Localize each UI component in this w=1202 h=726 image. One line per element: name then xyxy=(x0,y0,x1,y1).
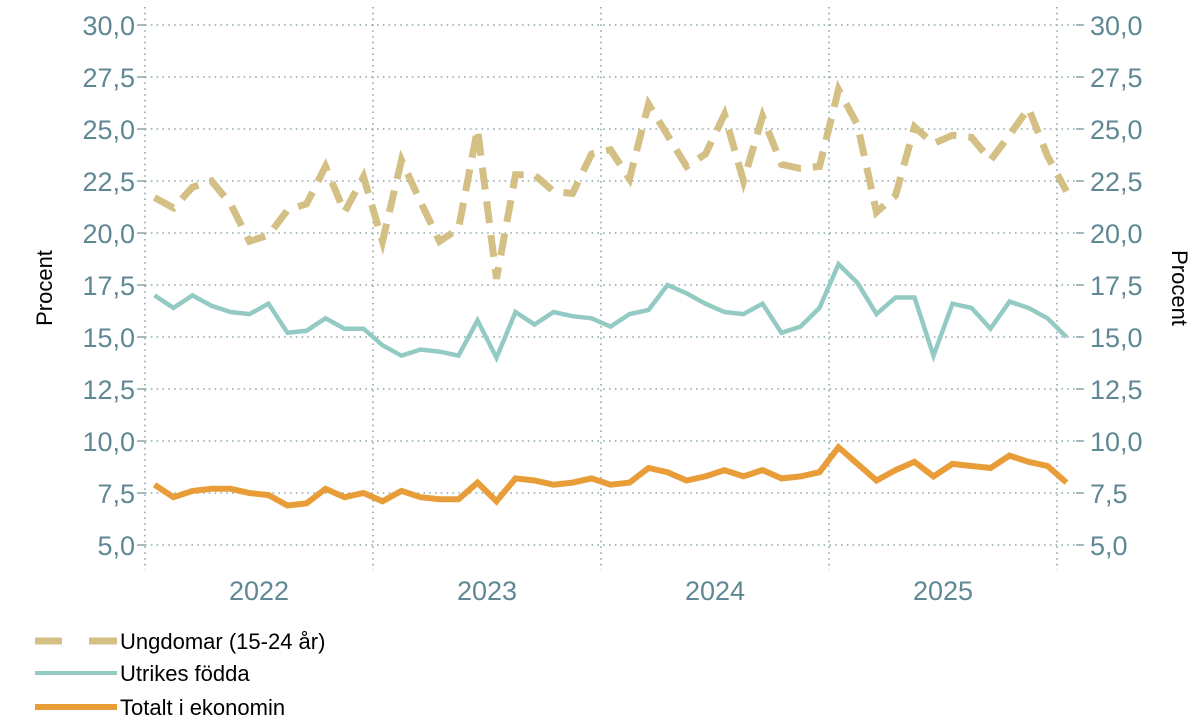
right-tick-label: 7,5 xyxy=(1090,479,1128,509)
right-tick-label: 15,0 xyxy=(1090,323,1143,353)
left-tick-label: 25,0 xyxy=(82,115,135,145)
legend-item-ungdomar: Ungdomar (15-24 år) xyxy=(35,629,325,654)
series-line-utrikes xyxy=(153,260,1069,364)
left-tick-label: 12,5 xyxy=(82,375,135,405)
left-tick-label: 7,5 xyxy=(97,479,135,509)
right-tick-label: 30,0 xyxy=(1090,11,1143,41)
right-tick-label: 27,5 xyxy=(1090,63,1143,93)
left-tick-label: 10,0 xyxy=(82,427,135,457)
left-tick-label: 17,5 xyxy=(82,271,135,301)
left-y-axis: 5,0 7,5 10,0 12,5 15,0 17,5 20,0 22,5 25,0 27,5 30… xyxy=(82,11,145,561)
legend-label-utrikes: Utrikes födda xyxy=(120,661,250,686)
legend-item-utrikes: Utrikes födda xyxy=(35,661,250,686)
x-tick-label: 2024 xyxy=(685,576,745,606)
series-line-ungdomar xyxy=(152,79,1070,280)
x-tick-label: 2022 xyxy=(229,576,289,606)
left-tick-label: 20,0 xyxy=(82,219,135,249)
legend-label-totalt: Totalt i ekonomin xyxy=(120,695,285,720)
legend-label-ungdomar: Ungdomar (15-24 år) xyxy=(120,629,325,654)
legend-item-totalt: Totalt i ekonomin xyxy=(35,695,285,720)
legend: Ungdomar (15-24 år) Utrikes födda Totalt… xyxy=(35,629,325,720)
right-tick-label: 22,5 xyxy=(1090,167,1143,197)
left-tick-label: 27,5 xyxy=(82,63,135,93)
left-tick-label: 30,0 xyxy=(82,11,135,41)
right-axis-title: Procent xyxy=(1167,250,1192,326)
left-axis-title: Procent xyxy=(32,250,57,326)
right-tick-label: 25,0 xyxy=(1090,115,1143,145)
left-tick-label: 22,5 xyxy=(82,167,135,197)
x-axis: 2022 2023 2024 2025 xyxy=(229,576,973,606)
right-tick-label: 12,5 xyxy=(1090,375,1143,405)
right-tick-label: 17,5 xyxy=(1090,271,1143,301)
right-tick-label: 10,0 xyxy=(1090,427,1143,457)
x-tick-label: 2023 xyxy=(457,576,517,606)
right-y-axis: 5,0 7,5 10,0 12,5 15,0 17,5 20,0 22,5 25,0 27,5 30… xyxy=(1076,11,1143,561)
series-lines xyxy=(152,79,1070,509)
right-tick-label: 5,0 xyxy=(1090,531,1128,561)
series-line-totalt xyxy=(152,442,1069,509)
right-tick-label: 20,0 xyxy=(1090,219,1143,249)
left-tick-label: 15,0 xyxy=(82,323,135,353)
x-tick-label: 2025 xyxy=(913,576,973,606)
gridlines xyxy=(144,7,1084,570)
left-tick-label: 5,0 xyxy=(97,531,135,561)
